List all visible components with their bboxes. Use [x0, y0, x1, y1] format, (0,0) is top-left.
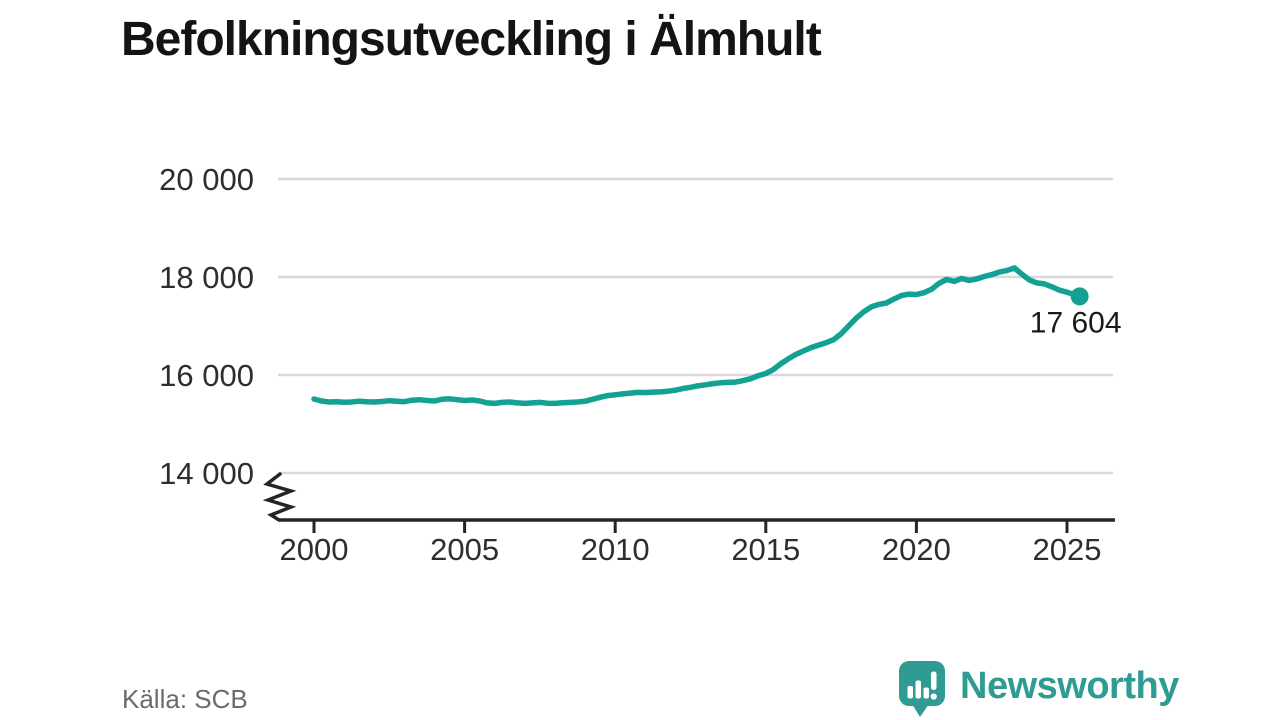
x-tick-label: 2010	[581, 532, 650, 567]
x-tick-label: 2020	[882, 532, 951, 567]
y-tick-label: 18 000	[159, 260, 254, 295]
x-tick-label: 2000	[280, 532, 349, 567]
y-tick-label: 14 000	[159, 456, 254, 491]
x-tick-label: 2015	[731, 532, 800, 567]
y-tick-label: 16 000	[159, 358, 254, 393]
source-note: Källa: SCB	[122, 684, 248, 714]
population-line	[311, 265, 1083, 407]
bar-chart-speech-bubble-icon	[899, 661, 945, 717]
y-tick-label: 20 000	[159, 162, 254, 197]
axis-break-zigzag	[262, 472, 297, 522]
newsworthy-logo: Newsworthy	[897, 660, 1179, 718]
end-point-label: 17 604	[1030, 306, 1122, 339]
x-tick-label: 2005	[430, 532, 499, 567]
newsworthy-wordmark: Newsworthy	[960, 665, 1179, 707]
end-point-dot	[1070, 287, 1089, 306]
chart-title: Befolkningsutveckling i Älmhult	[121, 13, 822, 66]
x-tick-label: 2025	[1033, 532, 1102, 567]
